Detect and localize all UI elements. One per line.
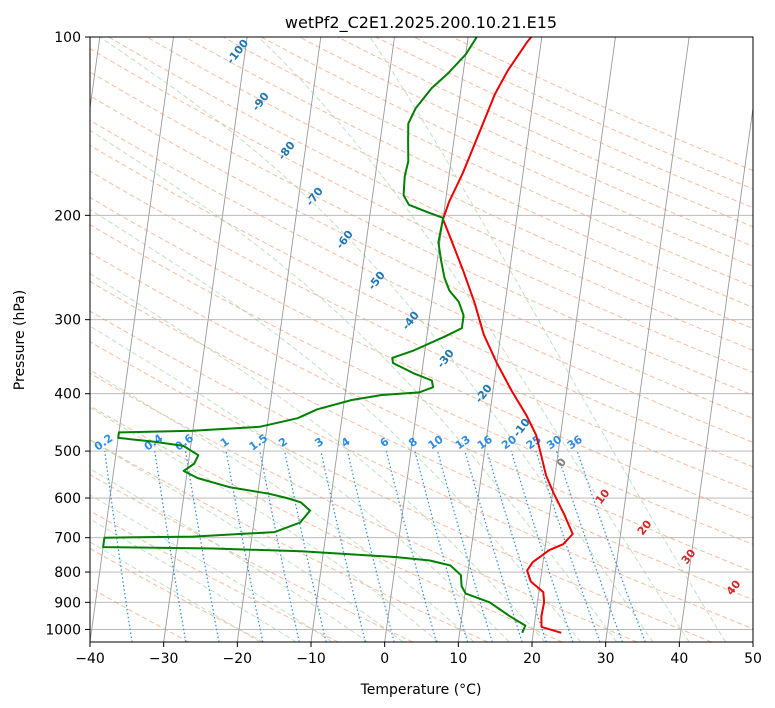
dry-adiabat-line — [90, 71, 753, 396]
y-tick-label: 800 — [54, 565, 81, 581]
moist-adiabat-line — [90, 406, 439, 642]
plot-frame — [89, 36, 754, 643]
chart-title: wetPf2_C2E1.2025.200.10.21.E15 — [285, 13, 557, 33]
mixing-ratio-line — [555, 450, 623, 642]
y-tick-label: 400 — [54, 387, 81, 403]
x-tick-label: −30 — [149, 651, 179, 667]
dry-adiabat-line — [90, 95, 753, 420]
x-tick-label: 30 — [597, 651, 615, 667]
dry-adiabat-line — [90, 48, 753, 373]
moist-adiabat-line — [90, 273, 546, 642]
moist-adiabat-line — [90, 468, 368, 642]
y-tick-label: 200 — [54, 208, 81, 224]
dry-adiabat-line — [90, 119, 753, 443]
mixing-ratio-line — [284, 450, 327, 642]
isotherm-line — [605, 37, 690, 642]
dry-adiabat-line — [90, 372, 638, 642]
x-tick-label: 20 — [523, 651, 541, 667]
isotherm-line — [236, 37, 322, 642]
x-tick-label: 10 — [449, 651, 467, 667]
y-tick-label: 500 — [54, 444, 81, 460]
moist-adiabat-line — [90, 369, 475, 642]
y-tick-label: 700 — [54, 531, 81, 547]
mixing-ratio-line — [104, 451, 133, 642]
moist-adiabat-line — [90, 518, 297, 642]
dry-adiabat-line — [108, 37, 753, 351]
dry-adiabat-line — [90, 197, 753, 519]
dry-adiabat-line — [90, 224, 753, 545]
moist-adiabat-line — [99, 37, 654, 642]
mixing-ratio-line — [385, 450, 437, 642]
x-axis-title: Temperature (°C) — [360, 682, 482, 698]
dry-adiabat-line — [146, 37, 753, 330]
moist-adiabat-line — [90, 325, 510, 642]
moist-adiabat-line — [258, 37, 690, 642]
y-axis-title: Pressure (hPa) — [12, 290, 28, 390]
isotherm-line — [163, 37, 248, 642]
mixing-ratio-line — [486, 450, 547, 642]
dry-adiabat-line — [90, 547, 264, 642]
temperature-profile-line — [442, 37, 574, 634]
y-tick-label: 300 — [54, 313, 81, 329]
moist-adiabat-line — [90, 439, 404, 642]
isotherm-line — [457, 37, 543, 642]
mixing-ratio-line — [510, 450, 574, 642]
dewpoint-profile-line — [102, 37, 527, 634]
dry-adiabat-line — [90, 439, 488, 642]
x-tick-label: 50 — [744, 651, 762, 667]
moist-adiabat-line — [369, 37, 727, 642]
x-tick-label: 40 — [670, 651, 688, 667]
y-tick-label: 600 — [54, 491, 81, 507]
isotherm-line — [310, 37, 395, 642]
mixing-ratio-line — [437, 450, 493, 642]
x-tick-label: −40 — [75, 651, 105, 667]
x-tick-label: −10 — [296, 651, 326, 667]
mixing-ratio-line — [259, 450, 300, 642]
y-tick-label: 100 — [54, 30, 81, 46]
mixing-ratio-line — [535, 450, 601, 642]
x-tick-label: −20 — [223, 651, 253, 667]
isotherm-line — [531, 37, 616, 642]
y-tick-label: 1000 — [45, 622, 81, 638]
mixing-ratio-line — [576, 450, 646, 642]
dry-adiabat-line — [90, 310, 753, 630]
dry-adiabat-line — [90, 280, 753, 601]
isotherm-line — [678, 104, 753, 642]
y-tick-label: 900 — [54, 595, 81, 611]
mixing-ratio-line — [320, 450, 366, 642]
x-tick-label: 0 — [380, 651, 389, 667]
isotherm-line — [384, 37, 469, 642]
mixing-ratio-line — [346, 450, 395, 642]
moist-adiabat-line — [90, 541, 261, 642]
mixing-ratio-line — [225, 450, 264, 642]
